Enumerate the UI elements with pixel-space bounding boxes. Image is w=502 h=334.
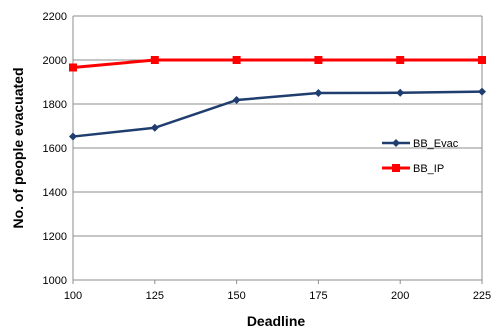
legend-label: BB_Evac	[413, 138, 459, 150]
axes	[72, 16, 483, 284]
y-tick-label: 1400	[43, 187, 67, 199]
data-point-bb-evac	[314, 89, 323, 97]
x-tick-labels: 100 125 150 175 200 225	[64, 290, 491, 302]
y-tick-label: 1000	[43, 275, 67, 287]
y-tick-label: 2200	[43, 11, 67, 23]
data-point-bb-ip	[232, 56, 241, 64]
legend: BB_Evac BB_IP	[382, 138, 459, 175]
x-tick-label: 125	[146, 290, 164, 302]
data-point-bb-ip	[314, 56, 323, 64]
y-tick-label: 1600	[43, 143, 67, 155]
y-tick-label: 1800	[43, 99, 67, 111]
series-group	[69, 56, 486, 141]
x-tick-label: 100	[64, 290, 82, 302]
data-point-bb-ip	[69, 63, 77, 72]
x-tick-label: 150	[227, 290, 245, 302]
data-point-bb-evac	[69, 132, 77, 141]
legend-label: BB_IP	[413, 163, 444, 175]
x-tick-label: 175	[309, 290, 327, 302]
data-point-bb-evac	[396, 88, 405, 97]
data-point-bb-ip	[150, 56, 159, 64]
data-point-bb-evac	[150, 123, 159, 132]
y-tick-label: 2000	[43, 55, 67, 67]
data-point-bb-ip	[396, 56, 405, 64]
x-axis-title: Deadline	[247, 313, 306, 329]
series-line-bb-evac	[72, 90, 483, 138]
y-tick-labels: 1000 1200 1400 1600 1800 2000 2200	[43, 11, 67, 287]
data-point-bb-ip	[478, 56, 486, 64]
x-tick-label: 225	[473, 290, 491, 302]
y-axis-title: No. of people evacuated	[10, 67, 26, 228]
data-point-bb-evac	[232, 96, 241, 105]
square-marker-icon	[392, 164, 400, 172]
data-point-bb-evac	[478, 87, 486, 96]
y-tick-label: 1200	[43, 231, 67, 243]
x-tick-label: 200	[391, 290, 409, 302]
diamond-marker-icon	[392, 139, 400, 147]
series-line-bb-ip	[72, 58, 482, 69]
